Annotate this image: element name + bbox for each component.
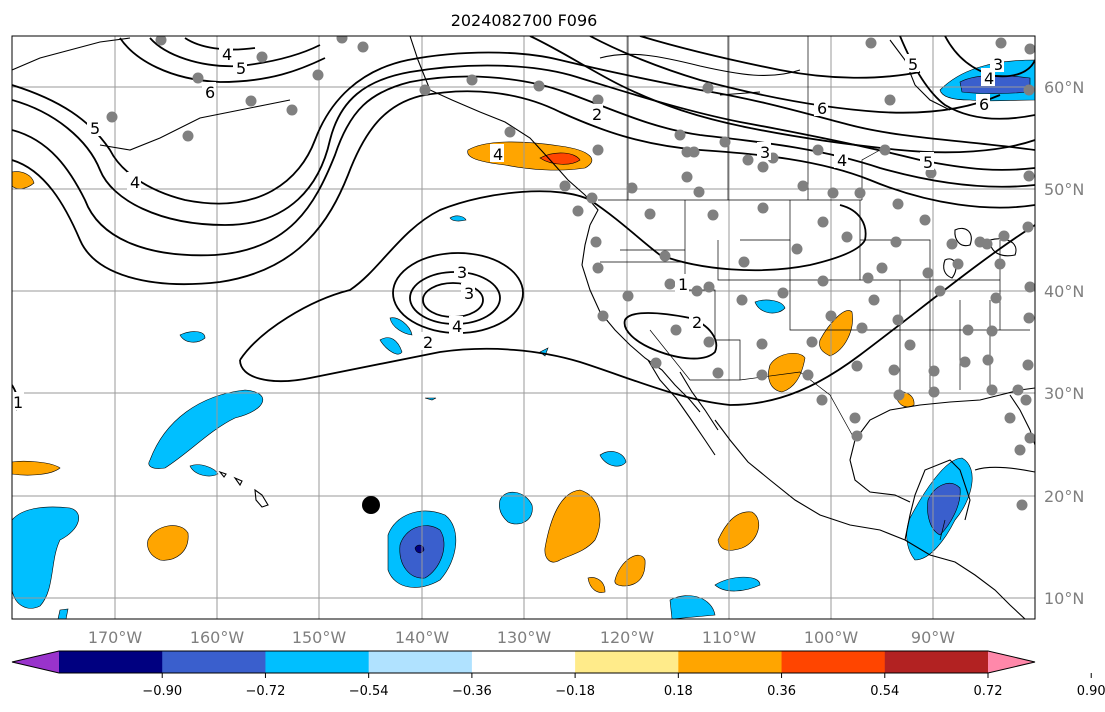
svg-text:3: 3: [993, 55, 1003, 74]
svg-text:6: 6: [979, 95, 989, 114]
lon-label: 160°W: [190, 628, 245, 647]
svg-text:3: 3: [457, 263, 467, 282]
svg-text:2: 2: [692, 313, 702, 332]
colorbar-segment: [884, 651, 989, 673]
lon-label: 130°W: [497, 628, 552, 647]
lon-label: 120°W: [600, 628, 655, 647]
colorbar-tick-label: 0.90: [1077, 684, 1105, 699]
political-borders: [598, 36, 1030, 541]
svg-text:5: 5: [90, 119, 100, 138]
contour-label: 1: [12, 392, 24, 412]
observation-stations: [106, 36, 1035, 511]
colorbar-segment: [678, 651, 783, 673]
lon-label: 170°W: [88, 628, 143, 647]
contour-label: 2: [689, 312, 703, 332]
svg-text:4: 4: [837, 151, 847, 170]
colorbar-tick-label: 0.54: [870, 684, 899, 699]
height-contours: [12, 36, 1035, 411]
contour-label: 6: [976, 94, 990, 114]
svg-text:5: 5: [923, 153, 933, 172]
map-title: 2024082700 F096: [451, 11, 598, 30]
colorbar-segment: [781, 651, 886, 673]
latitude-labels: 60°N 50°N 40°N 30°N 20°N 10°N: [1044, 78, 1084, 608]
colorbar-tick-label: −0.72: [246, 684, 286, 699]
positive-anomaly-shading: [12, 141, 915, 593]
colorbar-tick-label: 0.72: [974, 684, 1003, 699]
colorbar-outline: [11, 650, 1036, 674]
svg-text:4: 4: [130, 173, 140, 192]
lat-label: 20°N: [1044, 487, 1084, 506]
contour-label: 2: [420, 332, 434, 352]
contour-label: 4: [127, 172, 141, 192]
lon-label: 100°W: [804, 628, 859, 647]
contour-label: 3: [757, 142, 771, 162]
colorbar-segment: [575, 651, 679, 673]
contour-label: 5: [920, 152, 934, 172]
contour-label: 4: [490, 144, 504, 164]
longitude-labels: 170°W 160°W 150°W 140°W 130°W 120°W 110°…: [88, 628, 955, 647]
lon-label: 90°W: [911, 628, 955, 647]
contour-label: 3: [454, 262, 468, 282]
contour-label: 4: [981, 68, 995, 88]
colorbar-tick-label: −0.90: [142, 684, 182, 699]
contour-label: 1: [675, 274, 689, 294]
lon-label: 110°W: [702, 628, 757, 647]
storm-center-marker: [362, 496, 380, 514]
svg-text:3: 3: [760, 143, 770, 162]
contour-label: 5: [87, 118, 101, 138]
svg-text:6: 6: [817, 99, 827, 118]
lat-label: 10°N: [1044, 589, 1084, 608]
colorbar-tick-label: 0.18: [664, 684, 693, 699]
lat-label: 40°N: [1044, 282, 1084, 301]
contour-label: 3: [461, 283, 475, 303]
colorbar-segment: [368, 651, 473, 673]
svg-text:1: 1: [13, 393, 23, 412]
graticule: [12, 36, 1035, 619]
svg-text:4: 4: [452, 317, 462, 336]
contour-label: 6: [814, 98, 828, 118]
svg-text:6: 6: [205, 83, 215, 102]
contour-labels: 4 5 6 5 4 3 3 4 2 1 4 2 1 2 6 3 4 5 3 4 …: [12, 44, 1004, 412]
colorbar: −0.90 −0.72 −0.54 −0.36 −0.18 0.18 0.36 0.54 0.7…: [11, 650, 1105, 699]
lat-label: 60°N: [1044, 78, 1084, 97]
contour-label: 2: [589, 104, 603, 124]
colorbar-extend-high: [988, 651, 1035, 673]
contour-label: 4: [449, 316, 463, 336]
svg-text:4: 4: [984, 69, 994, 88]
contour-label: 5: [233, 58, 247, 78]
colorbar-tick-label: −0.36: [452, 684, 492, 699]
svg-text:2: 2: [592, 105, 602, 124]
svg-text:4: 4: [222, 45, 232, 64]
contour-label: 3: [990, 54, 1004, 74]
svg-text:3: 3: [464, 284, 474, 303]
colorbar-segment: [471, 651, 576, 673]
lon-label: 140°W: [395, 628, 450, 647]
colorbar-segment: [265, 651, 370, 673]
colorbar-segment: [162, 651, 266, 673]
colorbar-tick-label: −0.18: [555, 684, 595, 699]
colorbar-extend-low: [12, 651, 59, 673]
svg-text:5: 5: [908, 55, 918, 74]
map-panel: 4 5 6 5 4 3 3 4 2 1 4 2 1 2 6 3 4 5 3 4 …: [12, 36, 1035, 619]
contour-label: 4: [834, 150, 848, 170]
contour-label: 6: [202, 82, 216, 102]
svg-text:4: 4: [493, 145, 503, 164]
map-frame: [11, 35, 1036, 620]
colorbar-labels: −0.90 −0.72 −0.54 −0.36 −0.18 0.18 0.36 0.54 0.7…: [142, 684, 1105, 699]
lat-label: 50°N: [1044, 180, 1084, 199]
contour-label: 5: [905, 54, 919, 74]
svg-text:2: 2: [423, 333, 433, 352]
contour-label: 4: [219, 44, 233, 64]
svg-text:5: 5: [236, 59, 246, 78]
colorbar-tick-label: 0.36: [767, 684, 796, 699]
colorbar-ticks: [161, 673, 1092, 678]
svg-text:1: 1: [678, 275, 688, 294]
lat-label: 30°N: [1044, 384, 1084, 403]
colorbar-tick-label: −0.54: [349, 684, 389, 699]
lon-label: 150°W: [292, 628, 347, 647]
colorbar-segments: [11, 650, 1036, 674]
colorbar-segment: [59, 651, 163, 673]
